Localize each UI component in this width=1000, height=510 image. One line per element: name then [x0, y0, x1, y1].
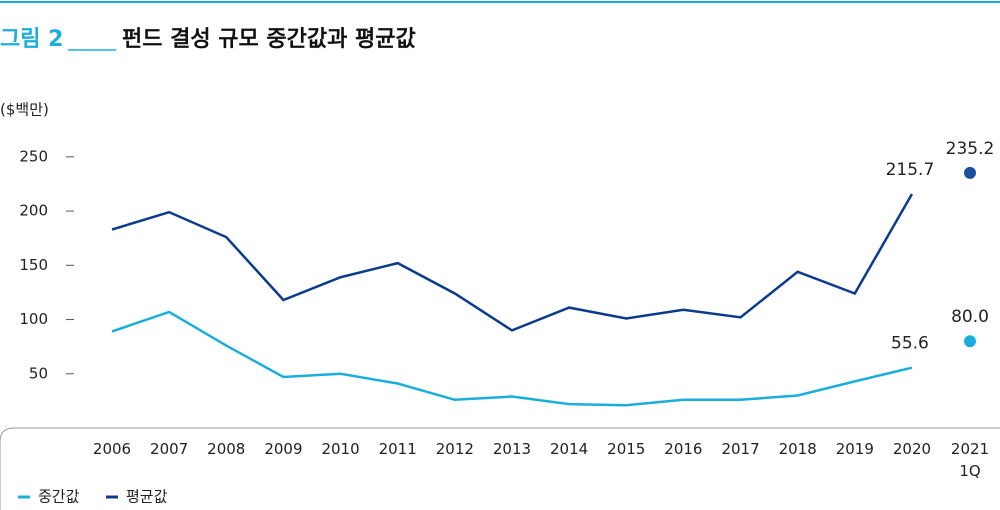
x-tick-label: 2014 — [550, 440, 589, 458]
chart-title: 펀드 결성 규모 중간값과 평균값 — [122, 27, 416, 52]
x-tick-label: 2016 — [664, 440, 703, 458]
y-tick-label: 150 — [19, 256, 48, 274]
value-label: 80.0 — [951, 307, 989, 327]
detached-point — [964, 166, 976, 179]
y-axis-label: ($백만) — [0, 101, 49, 119]
x-tick-label: 2012 — [435, 440, 474, 458]
x-tick-label: 2010 — [321, 440, 360, 458]
x-tick-label: 2011 — [378, 440, 417, 458]
x-tick-label: 2013 — [492, 440, 532, 458]
y-tick-label: 250 — [19, 147, 48, 165]
legend-label: 중간값 — [38, 488, 80, 506]
x-tick-label: 2017 — [721, 440, 760, 458]
x-tick-label: 2015 — [607, 440, 646, 458]
x-tick-label: 2006 — [92, 440, 132, 458]
x-tick-label: 2007 — [150, 440, 189, 458]
x-tick-label: 2009 — [264, 440, 303, 458]
series-line — [111, 193, 914, 332]
detached-point — [964, 335, 976, 348]
y-tick-label: 50 — [29, 364, 48, 382]
legend-label: 평균값 — [126, 488, 168, 506]
value-label: 215.7 — [886, 160, 935, 180]
value-label: 235.2 — [946, 139, 995, 159]
series-line — [111, 310, 913, 407]
frame — [0, 427, 1000, 510]
value-label: 55.6 — [891, 334, 929, 354]
x-tick-label: 2020 — [892, 440, 932, 458]
x-tick-label: 2018 — [778, 440, 817, 458]
x-tick-label: 2008 — [207, 440, 246, 458]
y-tick-label: 200 — [19, 202, 48, 220]
x-tick-label: 2021 1Q — [950, 440, 990, 480]
x-tick-label: 2019 — [835, 440, 874, 458]
y-tick-label: 100 — [19, 310, 48, 328]
figure-label: 그림 2 — [0, 27, 63, 52]
